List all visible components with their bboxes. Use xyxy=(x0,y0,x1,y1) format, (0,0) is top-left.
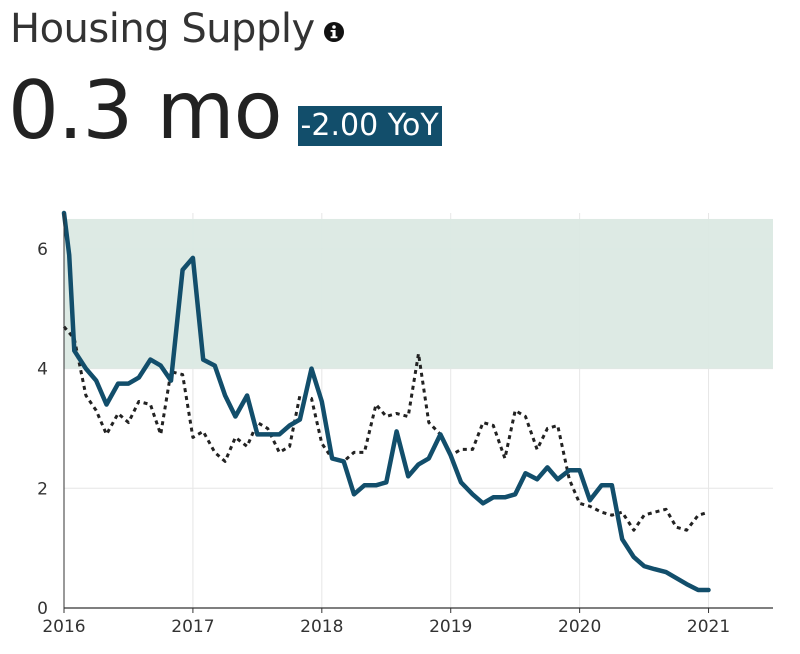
y-tick-label: 4 xyxy=(37,360,48,380)
x-tick-label: 2018 xyxy=(300,617,343,637)
housing-supply-chart: 2016 2017 2018 2019 2020 2021 0 2 4 6 xyxy=(37,210,773,637)
page-title: Housing Supply xyxy=(10,6,315,52)
x-tick-label: 2017 xyxy=(171,617,214,637)
metric-row: 0.3 mo -2.00 YoY xyxy=(8,66,442,156)
metric-value: 0.3 mo xyxy=(8,64,283,157)
axis-layer: 2016 2017 2018 2019 2020 2021 0 2 4 6 xyxy=(37,213,773,637)
target-band xyxy=(64,218,773,369)
x-tick-label: 2019 xyxy=(429,617,472,637)
yoy-badge: -2.00 YoY xyxy=(297,106,442,146)
x-tick-label: 2016 xyxy=(42,617,85,637)
x-tick-label: 2021 xyxy=(687,617,730,637)
x-tick-label: 2020 xyxy=(558,617,601,637)
y-tick-label: 2 xyxy=(37,479,48,499)
band-layer xyxy=(64,218,773,369)
y-tick-label: 0 xyxy=(37,599,48,619)
y-tick-label: 6 xyxy=(37,240,48,260)
title-row: Housing Supply xyxy=(10,6,345,52)
series-layer xyxy=(61,210,711,593)
series-line-solid xyxy=(61,210,711,593)
info-circle-icon[interactable] xyxy=(323,21,345,43)
